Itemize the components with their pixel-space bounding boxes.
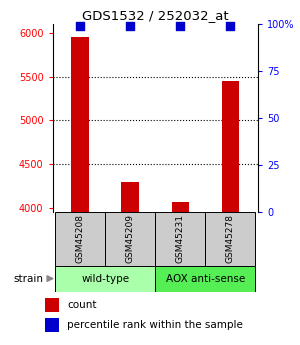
Bar: [222, 81, 239, 212]
Bar: [45, 318, 59, 332]
Bar: [155, 212, 206, 266]
Text: GSM45231: GSM45231: [176, 214, 185, 264]
Bar: [55, 212, 105, 266]
Bar: [71, 37, 89, 212]
Bar: [206, 212, 256, 266]
Bar: [155, 266, 256, 292]
Bar: [45, 298, 59, 312]
Text: wild-type: wild-type: [81, 274, 129, 284]
Title: GDS1532 / 252032_at: GDS1532 / 252032_at: [82, 9, 229, 22]
Text: strain: strain: [14, 274, 44, 284]
Text: percentile rank within the sample: percentile rank within the sample: [67, 320, 243, 330]
Point: [78, 23, 82, 29]
Point: [128, 23, 133, 29]
Bar: [105, 212, 155, 266]
Text: AOX anti-sense: AOX anti-sense: [166, 274, 245, 284]
Bar: [172, 202, 189, 212]
Text: count: count: [67, 300, 97, 310]
Bar: [55, 266, 155, 292]
Text: GSM45208: GSM45208: [76, 214, 85, 264]
Text: GSM45278: GSM45278: [226, 214, 235, 264]
Point: [178, 23, 183, 29]
Point: [228, 23, 233, 29]
Bar: [122, 181, 139, 212]
Text: GSM45209: GSM45209: [126, 214, 135, 264]
